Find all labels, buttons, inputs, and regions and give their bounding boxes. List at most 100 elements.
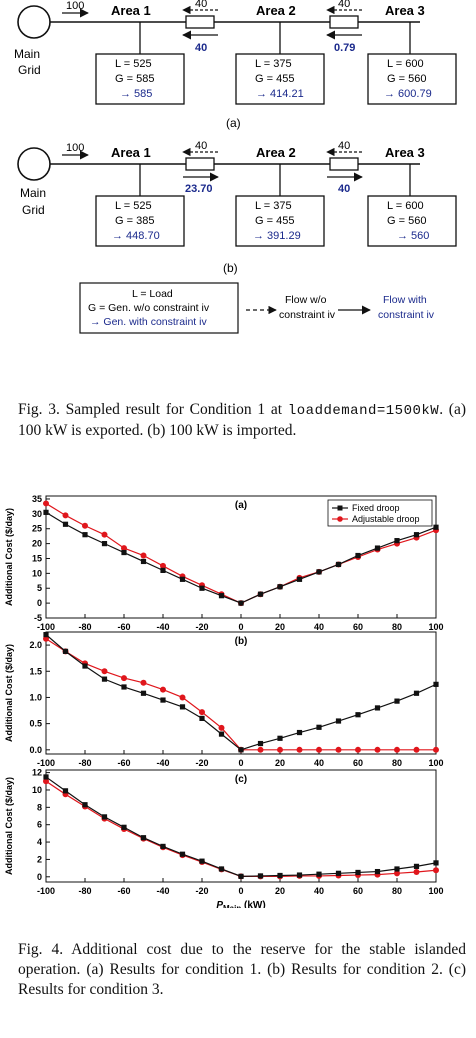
x-tick-label: 80 [392,886,402,896]
point-fixed [355,869,361,876]
chart-legend [327,499,433,527]
point-fixed [335,561,342,568]
area-1-gen: G = 385 [115,215,154,227]
point-fixed [277,584,283,590]
x-tick-label: 0 [238,622,243,632]
x-tick-label: 0 [238,886,243,896]
series-line-adjustable [45,780,437,877]
point-fixed [140,690,147,696]
x-tick-label: 60 [353,758,363,768]
fig3-diagram: Main Grid 100 Area 1 Area 2 Area 3 40 40… [14,0,457,334]
panel-label-a: (a) [226,116,241,130]
x-tick-label: 0 [238,758,243,768]
link-2-resistor [329,15,359,29]
point-fixed [82,532,88,538]
point-fixed [374,868,381,875]
point-fixed [394,698,400,704]
x-tick-label: 20 [275,758,285,768]
y-tick-label: 1.5 [29,666,42,676]
legend-gen-wo: G = Gen. w/o constraint iv [88,302,210,314]
point-fixed [257,873,264,879]
legend-dashed-label-2: constraint iv [279,309,336,321]
point-fixed [179,576,186,582]
main-grid-label-2: Grid [22,203,45,217]
area-2-gen: G = 455 [255,73,294,85]
point-fixed [257,740,264,747]
area-1-load: L = 525 [115,58,152,70]
x-axis-label: PMain (kW) [216,900,265,908]
point-fixed [160,697,166,703]
y-tick-label: 30 [32,509,42,519]
link-2-flow-wo: 40 [338,0,350,10]
x-tick-label: -60 [117,758,130,768]
y-tick-label: 0 [37,872,42,882]
point-fixed [374,545,381,551]
point-fixed [82,802,88,808]
area-3-title: Area 3 [385,3,425,18]
point-fixed [335,870,342,876]
link-1-resistor [185,15,215,29]
point-adjustable [335,746,342,753]
series-line-adjustable [45,638,436,751]
area-2-gen: G = 455 [255,215,294,227]
x-tick-label: -40 [156,886,169,896]
legend-marker [337,505,343,511]
x-tick-label: -20 [195,886,208,896]
x-tick-label: -60 [117,622,130,632]
main-grid-label-2: Grid [18,63,41,77]
point-adjustable [296,746,303,753]
area-3-load: L = 600 [387,58,424,70]
chart-1: (a) -5 0 5 10 15 20 25 30 35 -100 -80 -60 -40 -20 0 20 40… [4,494,444,632]
x-tick-label: -100 [37,622,55,632]
x-tick-label: -20 [195,758,208,768]
point-adjustable [101,668,108,675]
point-fixed [374,705,381,711]
point-fixed [394,866,400,872]
x-tick-label: -80 [78,758,91,768]
point-adjustable [160,562,166,569]
fig3-caption-rest: . (a) 100 kW is exported. (b) 100 kW is … [18,401,467,439]
grid-flow-value: 100 [66,0,84,12]
point-fixed [238,600,244,606]
point-fixed [257,591,264,597]
legend-dashed-label-1: Flow w/o [285,294,327,306]
x-tick-label: 20 [275,886,285,896]
area-3-box [367,53,457,105]
point-fixed [199,715,205,721]
point-adjustable [101,531,108,538]
y-tick-label: 2 [37,854,42,864]
point-adjustable [43,500,49,507]
x-tick-label: -60 [117,886,130,896]
link-1-resistor [185,157,215,171]
area-3-gen-iv: → 560 [397,230,429,242]
point-fixed [43,774,49,780]
point-adjustable [218,724,225,731]
grid-flow-value: 100 [66,142,84,154]
link-2-resistor [329,157,359,171]
area-2-title: Area 2 [256,3,296,18]
chart-panel-label: (c) [235,774,247,785]
plot-frame [45,769,437,883]
area-3-title: Area 3 [385,145,425,160]
point-fixed [62,521,69,527]
point-fixed [238,873,244,879]
fig3-caption-text: Fig. 3. Sampled result for Condition 1 a… [18,401,288,418]
link-2-flow-with: 0.79 [334,42,355,54]
area-3-box [367,195,457,247]
point-fixed [277,872,283,879]
point-adjustable [43,635,49,642]
x-tick-label: 100 [428,886,443,896]
point-fixed [394,538,400,544]
point-adjustable [355,746,361,753]
point-adjustable [179,694,186,701]
link-1-flow-wo: 40 [195,140,207,152]
x-tick-label: 40 [314,758,324,768]
y-tick-label: 20 [32,539,42,549]
y-axis-label: Additional Cost ($/day) [4,777,14,875]
point-fixed [218,731,225,737]
y-axis-label: Additional Cost ($/day) [4,644,14,742]
link-2-flow-with: 40 [338,183,350,195]
area-2-gen-iv: → 414.21 [256,88,304,100]
y-tick-label: 12 [32,768,42,778]
